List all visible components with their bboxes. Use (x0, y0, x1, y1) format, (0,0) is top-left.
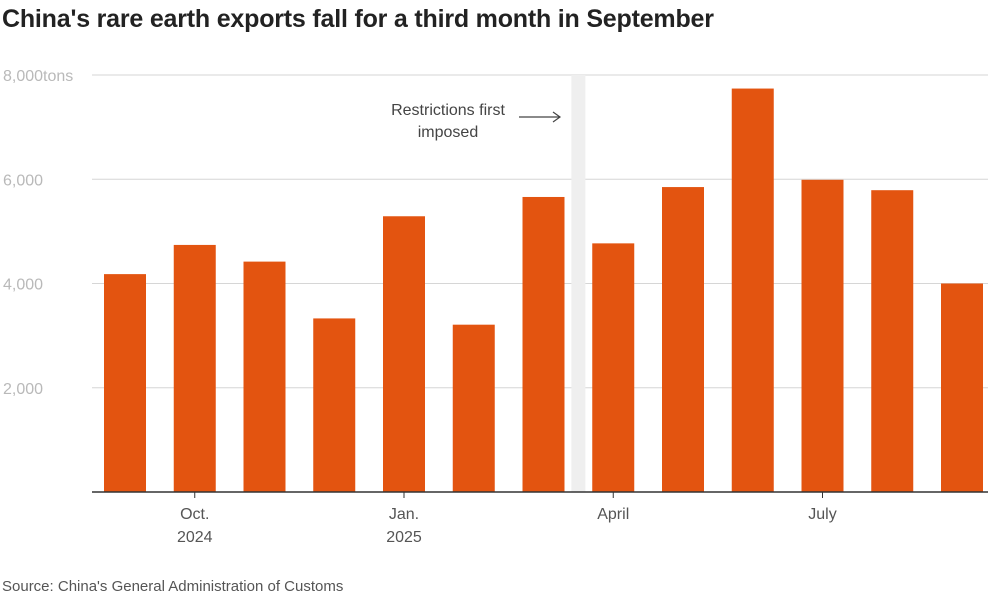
x-tick-line: July (808, 506, 836, 523)
annotation-line: imposed (418, 124, 478, 141)
x-tick-line: 2025 (386, 529, 422, 546)
y-tick-value: 8,000 (3, 68, 43, 85)
x-tick-label: April (597, 506, 629, 523)
tick-labels: 8,000tons 6,000 4,000 2,000 Oct. 2024 Jan. 2025… (3, 68, 837, 546)
restriction-band (571, 75, 586, 492)
x-tick-line: Oct. (180, 506, 209, 523)
y-tick-value: 2,000 (3, 381, 43, 398)
y-tick-unit: tons (43, 68, 73, 85)
axes (92, 491, 988, 498)
y-tick-value: 6,000 (3, 172, 43, 189)
bar (801, 179, 844, 493)
chart-title: China's rare earth exports fall for a th… (2, 5, 714, 33)
bar (383, 216, 425, 493)
bars (104, 88, 983, 493)
source-note: Source: China's General Administration o… (2, 578, 344, 595)
x-tick-label: July (808, 506, 836, 523)
bar (243, 261, 286, 492)
bar (731, 88, 774, 493)
x-tick-line: 2024 (177, 529, 213, 546)
bar (592, 243, 635, 492)
bar (104, 274, 146, 492)
bar (313, 318, 356, 492)
y-tick-label: 6,000 (3, 172, 43, 189)
x-tick-label: Oct. 2024 (177, 506, 213, 546)
y-tick-value: 4,000 (3, 277, 43, 294)
bar (173, 244, 216, 492)
x-tick-line: April (597, 506, 629, 523)
bar (871, 190, 914, 493)
restriction-band-layer (571, 75, 586, 492)
bar (941, 283, 983, 492)
bar (452, 324, 495, 492)
bar (522, 196, 565, 492)
x-tick-label: Jan. 2025 (386, 506, 422, 546)
y-tick-label: 4,000 (3, 277, 43, 294)
y-tick-label: 8,000tons (3, 68, 73, 85)
bar (662, 187, 704, 492)
x-tick-line: Jan. (389, 506, 419, 523)
arrow-head-icon (552, 111, 562, 123)
annotation-line: Restrictions first (391, 102, 505, 119)
y-tick-label: 2,000 (3, 381, 43, 398)
annotation-text: Restrictions first imposed (391, 102, 505, 141)
annotation: Restrictions first imposed (391, 102, 562, 141)
